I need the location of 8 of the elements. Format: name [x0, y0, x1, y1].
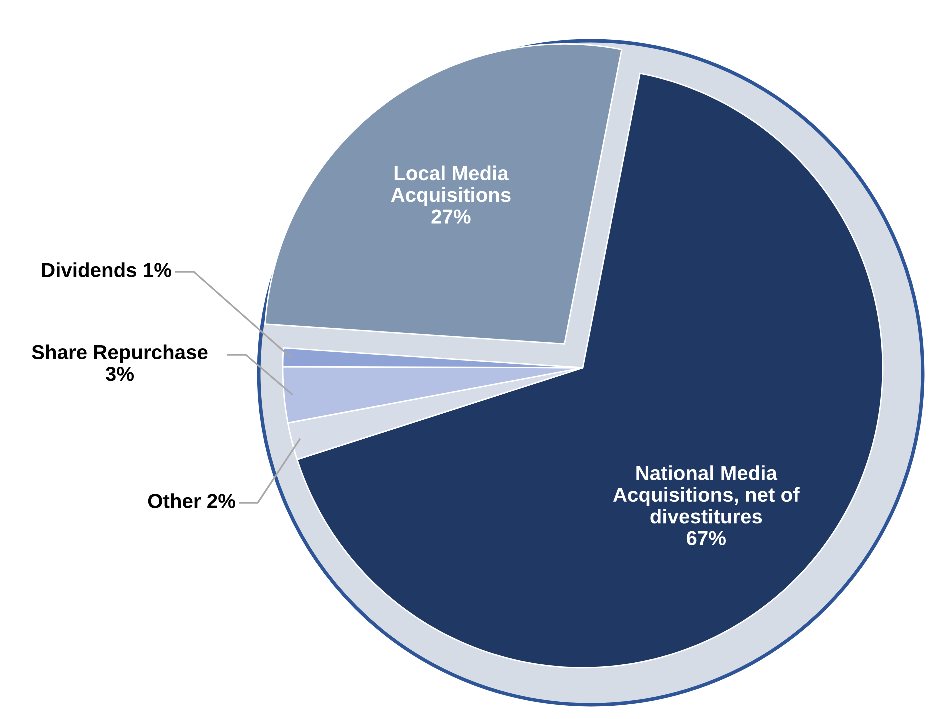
data-label: 3% — [106, 366, 134, 382]
slice-label: Local Media Acquisitions — [391, 166, 511, 206]
slice-label: Other 2% — [148, 494, 236, 508]
data-label: 67% — [686, 531, 726, 546]
slice-label: Dividends 1% — [42, 262, 172, 278]
slice-label: Share Repurchase — [32, 344, 208, 364]
slice-label: National Media Acquisitions, net of divestitures — [613, 466, 800, 524]
data-label: 27% — [432, 210, 471, 224]
